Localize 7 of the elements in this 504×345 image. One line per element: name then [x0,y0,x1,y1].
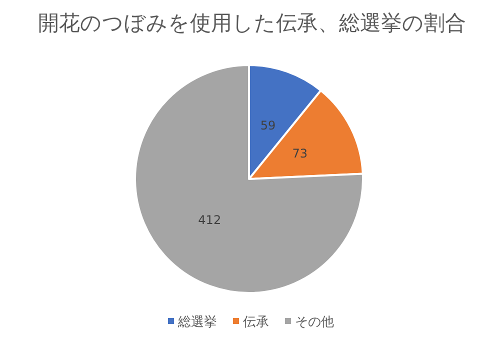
data-label: 412 [198,213,222,228]
data-label: 73 [292,146,308,160]
legend-label: 総選挙 [177,315,217,330]
data-label: 59 [260,118,276,132]
legend-label: その他 [295,315,334,330]
legend-label: 伝承 [243,315,269,330]
chart-title: 開花のつぼみを使用した伝承、総選挙の割合 [38,11,466,35]
